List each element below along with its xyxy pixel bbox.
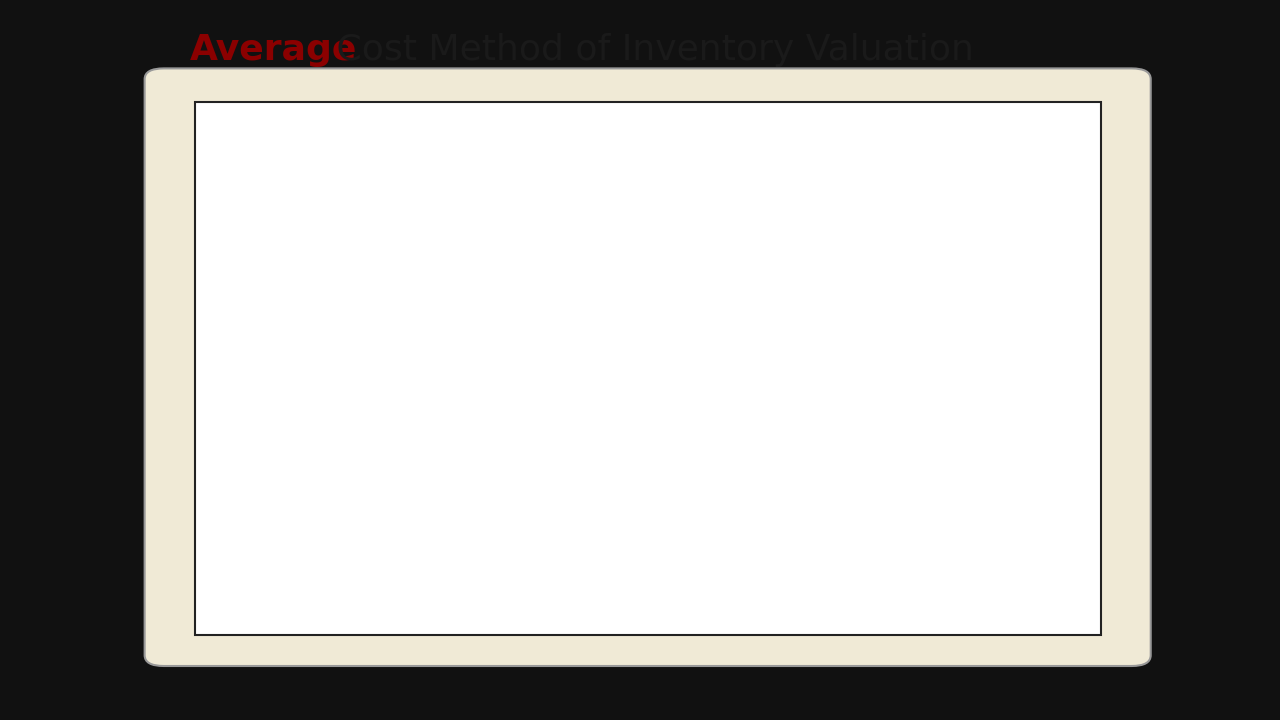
Text: 310: 310 — [1068, 446, 1093, 460]
Text: 15: 15 — [205, 487, 223, 500]
Text: Quantity: Quantity — [797, 357, 863, 370]
Text: 2: 2 — [824, 608, 835, 622]
Text: 48.30: 48.30 — [664, 567, 704, 582]
Text: $620: $620 — [518, 608, 557, 622]
Text: 13: 13 — [366, 608, 385, 622]
Text: 4: 4 — [602, 487, 611, 500]
Text: 8: 8 — [602, 567, 611, 582]
Text: Inventory on Hand: Inventory on Hand — [863, 197, 1021, 212]
Text: Total: Total — [511, 260, 548, 273]
Text: 10: 10 — [820, 527, 838, 541]
Text: Quantity: Quantity — [573, 357, 639, 370]
Text: 350: 350 — [531, 527, 557, 541]
Text: 26: 26 — [205, 527, 223, 541]
Text: 3: 3 — [826, 487, 835, 500]
Text: Cost: Cost — [731, 302, 764, 315]
Text: 6: 6 — [371, 446, 380, 460]
Text: Cost: Cost — [443, 302, 476, 315]
Text: Unit: Unit — [444, 260, 475, 273]
Text: $ 40: $ 40 — [1062, 406, 1093, 420]
Text: 2: 2 — [826, 567, 835, 582]
Text: Cost of Goods Sold: Cost of Goods Sold — [594, 197, 754, 212]
Text: 48.30: 48.30 — [908, 567, 947, 582]
Text: 31: 31 — [205, 608, 225, 622]
Text: $563: $563 — [737, 608, 777, 622]
Text: 5: 5 — [205, 446, 214, 460]
Text: DVD0503: DVD0503 — [236, 128, 307, 143]
Text: Average: Average — [189, 33, 357, 68]
Text: $270: $270 — [522, 446, 557, 460]
Text: Total: Total — [730, 260, 765, 273]
Text: 31: 31 — [205, 567, 223, 582]
Text: 386: 386 — [750, 567, 777, 582]
Text: 7: 7 — [826, 446, 835, 460]
Text: Cost: Cost — [663, 302, 696, 315]
Text: $44.29: $44.29 — [655, 487, 704, 500]
Text: $ 97: $ 97 — [1060, 608, 1093, 622]
Text: 44.29: 44.29 — [908, 487, 947, 500]
Text: $177: $177 — [741, 487, 777, 500]
Text: 48.30: 48.30 — [908, 527, 947, 541]
Text: $45: $45 — [460, 446, 486, 460]
Text: 133: 133 — [1068, 487, 1093, 500]
Text: Quantity: Quantity — [343, 357, 408, 370]
Text: 44.29: 44.29 — [908, 446, 947, 460]
Text: Cost: Cost — [512, 302, 545, 315]
Text: Total: Total — [1009, 260, 1046, 273]
Text: 7: 7 — [371, 527, 380, 541]
Text: $40.00: $40.00 — [899, 406, 947, 420]
Text: Jul  1: Jul 1 — [205, 406, 239, 420]
Text: Date: Date — [242, 356, 279, 370]
Text: Cost: Cost — [1011, 302, 1044, 315]
Text: 12: 12 — [596, 608, 616, 622]
Text: Purchases: Purchases — [401, 197, 489, 212]
Text: Cost: Cost — [899, 302, 932, 315]
Text: 483: 483 — [1068, 527, 1093, 541]
Text: 50: 50 — [468, 527, 486, 541]
Text: 97: 97 — [1076, 567, 1093, 582]
Text: Unit: Unit — [900, 260, 931, 273]
Text: Unit: Unit — [664, 260, 695, 273]
Text: 1: 1 — [826, 406, 835, 420]
Text: Cost Method of Inventory Valuation: Cost Method of Inventory Valuation — [325, 33, 974, 68]
